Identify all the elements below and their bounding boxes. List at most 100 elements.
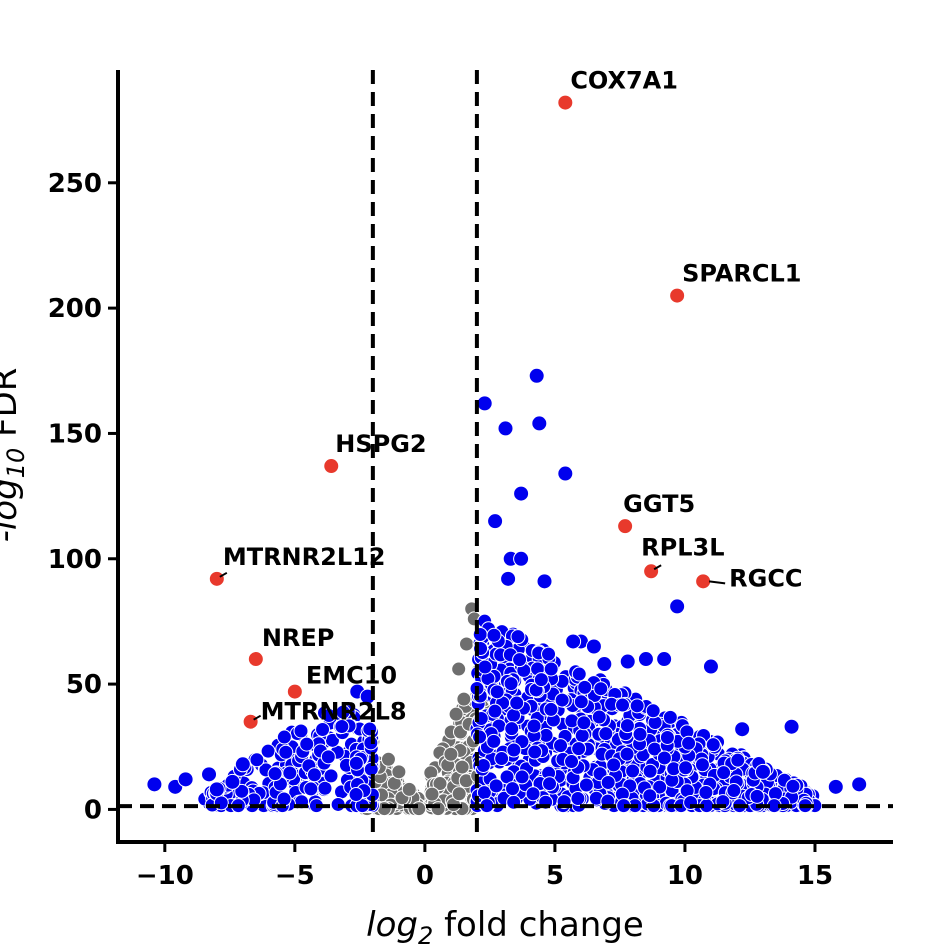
gene-point-sig: [642, 763, 658, 779]
gene-label: GGT5: [623, 490, 695, 518]
gene-point-sig: [543, 701, 559, 717]
y-tick-label: 200: [48, 294, 102, 324]
gene-point-sig: [506, 707, 522, 723]
gene-point-nonsig: [451, 661, 467, 677]
highlighted-gene-point: [669, 287, 686, 304]
x-tick-label: 15: [797, 861, 833, 891]
label-leader-line: [219, 571, 228, 578]
gene-point-sig: [694, 757, 710, 773]
gene-point-nonsig: [448, 706, 464, 722]
gene-point-sig: [656, 750, 672, 766]
gene-point-sig: [571, 666, 587, 682]
gene-point-sig: [489, 684, 505, 700]
gene-point-sig: [500, 570, 517, 587]
gene-point-sig: [514, 769, 530, 785]
gene-point-sig: [526, 718, 542, 734]
gene-point-sig: [571, 741, 587, 757]
gene-point-sig: [726, 783, 742, 799]
gene-point-sig: [472, 729, 488, 745]
gene-point-sig: [632, 726, 648, 742]
gene-point-sig: [487, 703, 503, 719]
gene-point-sig: [224, 773, 241, 790]
gene-point-sig: [669, 598, 686, 615]
gene-point-nonsig: [443, 746, 459, 762]
gene-point-sig: [565, 633, 582, 650]
gene-point-sig: [306, 767, 322, 783]
gene-point-sig: [234, 756, 251, 773]
gene-label: EMC10: [306, 662, 397, 690]
gene-point-sig: [591, 709, 607, 725]
gene-point-sig: [533, 672, 549, 688]
gene-point-sig: [749, 788, 765, 804]
gene-point-sig: [177, 771, 194, 788]
gene-point-sig: [348, 755, 364, 771]
gene-point-sig: [234, 783, 250, 799]
gene-point-nonsig: [411, 801, 427, 817]
x-axis-title: log2 fold change: [366, 905, 644, 950]
gene-point-sig: [652, 779, 668, 795]
gene-label: SPARCL1: [682, 260, 801, 288]
label-leader-line: [653, 564, 662, 571]
gene-point-sig: [505, 781, 521, 797]
gene-label: COX7A1: [570, 67, 678, 95]
gene-point-sig: [645, 703, 661, 719]
gene-point-sig: [486, 627, 502, 643]
gene-point-sig: [593, 681, 609, 697]
gene-point-sig: [249, 752, 265, 768]
highlighted-gene-point: [617, 518, 634, 535]
gene-point-sig: [334, 719, 350, 735]
x-tick-label: −10: [136, 861, 194, 891]
gene-point-sig: [598, 726, 614, 742]
gene-point-sig: [730, 752, 746, 768]
y-axis-title: -log10 FDR: [0, 368, 30, 543]
gene-point-sig: [600, 775, 616, 791]
gene-point-sig: [659, 729, 675, 745]
highlighted-gene-point: [286, 683, 303, 700]
gene-point-sig: [570, 790, 586, 806]
highlighted-gene-point: [208, 570, 225, 587]
y-tick-label: 50: [66, 670, 102, 700]
gene-point-sig: [553, 738, 569, 754]
gene-point-sig: [293, 723, 309, 739]
gene-point-nonsig: [456, 691, 472, 707]
gene-point-sig: [625, 763, 641, 779]
gene-point-sig: [629, 698, 645, 714]
gene-point-sig: [476, 395, 493, 412]
label-leader-line: [709, 580, 726, 585]
label-leader-line: [253, 714, 262, 721]
threshold-lines: [118, 70, 893, 842]
gene-label: MTRNR2L12: [223, 543, 386, 571]
gene-point-sig: [513, 550, 530, 567]
gene-point-sig: [276, 729, 292, 745]
gene-point-nonsig: [451, 786, 467, 802]
gene-point-sig: [678, 760, 694, 776]
gene-point-sig: [702, 658, 719, 675]
highlighted-gene-point: [643, 563, 660, 580]
gene-point-sig: [208, 781, 225, 798]
gene-point-sig: [487, 513, 504, 530]
gene-point-sig: [323, 768, 339, 784]
gene-point-sig: [486, 733, 502, 749]
gene-point-sig: [851, 776, 868, 793]
gene-point-sig: [585, 638, 602, 655]
gene-point-sig: [525, 786, 541, 802]
gene-point-nonsig: [454, 759, 470, 775]
x-tick-label: 0: [416, 861, 434, 891]
y-tick-label: 150: [48, 419, 102, 449]
gene-point-sig: [705, 737, 721, 753]
gene-point-sig: [276, 791, 292, 807]
gene-point-sig: [656, 651, 673, 668]
gene-point-sig: [504, 721, 520, 737]
gene-point-sig: [201, 766, 218, 783]
gene-point-sig: [564, 754, 580, 770]
gene-point-nonsig: [424, 786, 440, 802]
y-tick-label: 100: [48, 545, 102, 575]
gene-point-nonsig: [430, 801, 446, 817]
gene-point-sig: [320, 749, 336, 765]
gene-point-sig: [317, 780, 333, 796]
highlighted-gene-point: [242, 713, 259, 730]
gene-point-sig: [615, 697, 631, 713]
gene-point-sig: [619, 653, 636, 670]
gene-point-sig: [619, 718, 635, 734]
